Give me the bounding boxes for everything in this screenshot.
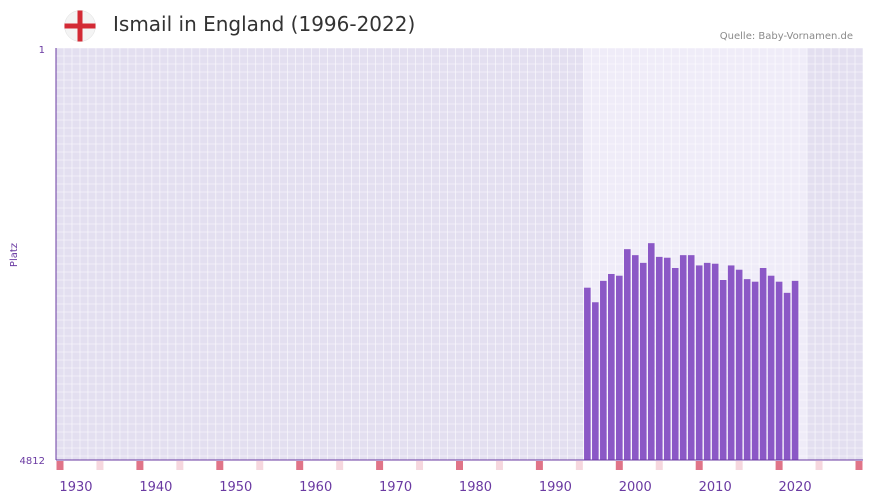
bar-2020	[791, 280, 799, 460]
x-tick-label-1980: 1980	[459, 480, 492, 495]
year-marker-1968	[376, 461, 384, 470]
england-flag-icon	[64, 10, 96, 42]
bar-1998	[616, 275, 623, 460]
bar-2018	[775, 281, 783, 460]
year-marker-1998	[615, 461, 623, 470]
bar-2016	[759, 268, 767, 460]
y-axis-title: Platz	[9, 243, 20, 267]
x-tick-label-2020: 2020	[779, 480, 812, 495]
bar-2006	[679, 255, 687, 460]
year-marker-2003	[655, 461, 663, 470]
x-tick-label-1950: 1950	[219, 480, 252, 495]
x-tick-label-1970: 1970	[379, 480, 412, 495]
year-marker-1943	[176, 461, 184, 470]
year-marker-1958	[296, 461, 304, 470]
bar-2017	[767, 275, 775, 460]
year-marker-1938	[136, 461, 144, 470]
bar-2003	[655, 256, 663, 460]
year-marker-2013	[735, 461, 743, 470]
year-marker-1933	[96, 461, 104, 470]
year-marker-1988	[535, 461, 543, 470]
x-tick-label-1930: 1930	[59, 480, 92, 495]
bar-2005	[671, 268, 679, 460]
y-top-label: 1	[39, 45, 45, 56]
x-tick-label-2010: 2010	[699, 480, 732, 495]
year-marker-1928	[56, 461, 64, 470]
bar-2009	[703, 262, 711, 460]
bar-1995	[592, 302, 599, 460]
year-markers	[56, 461, 863, 470]
bar-2019	[783, 292, 791, 460]
x-tick-label-1960: 1960	[299, 480, 332, 495]
y-bottom-label: 4812	[20, 456, 45, 467]
source-credit: Quelle: Baby-Vornamen.de	[719, 31, 853, 42]
bar-2008	[695, 265, 703, 460]
year-marker-2018	[775, 461, 783, 470]
bars	[584, 243, 799, 460]
bar-2000	[631, 255, 639, 460]
chart-header: Ismail in England (1996-2022) Quelle: Ba…	[0, 0, 873, 48]
bar-1996	[600, 280, 607, 460]
year-marker-1978	[456, 461, 463, 470]
year-marker-2008	[695, 461, 703, 470]
bar-2015	[751, 281, 759, 460]
year-marker-2028	[855, 461, 863, 470]
x-tick-label-2000: 2000	[619, 480, 652, 495]
year-marker-1973	[416, 461, 424, 470]
x-tick-label-1990: 1990	[539, 480, 572, 495]
bar-2004	[663, 257, 671, 460]
bar-1999	[623, 249, 631, 460]
year-marker-2023	[815, 461, 823, 470]
x-tick-labels: 1930 1940 1950 1960 1970 1980 1990 2000 2010 2020	[59, 480, 811, 495]
bar-2012	[727, 265, 735, 460]
year-marker-1993	[575, 461, 583, 470]
bar-2001	[639, 262, 647, 460]
bar-2010	[711, 263, 719, 460]
year-marker-1963	[336, 461, 344, 470]
year-marker-1983	[495, 461, 503, 470]
bar-2002	[647, 243, 655, 460]
chart-title: Ismail in England (1996-2022)	[113, 12, 416, 36]
bar-2007	[687, 255, 695, 460]
grid	[55, 47, 864, 460]
bar-2014	[743, 279, 751, 460]
bar-1997	[608, 273, 615, 460]
year-marker-1953	[256, 461, 264, 470]
bar-1994	[584, 287, 591, 460]
year-marker-1948	[216, 461, 224, 470]
bar-2011	[719, 279, 727, 460]
bar-2013	[735, 269, 743, 460]
x-tick-label-1940: 1940	[139, 480, 172, 495]
